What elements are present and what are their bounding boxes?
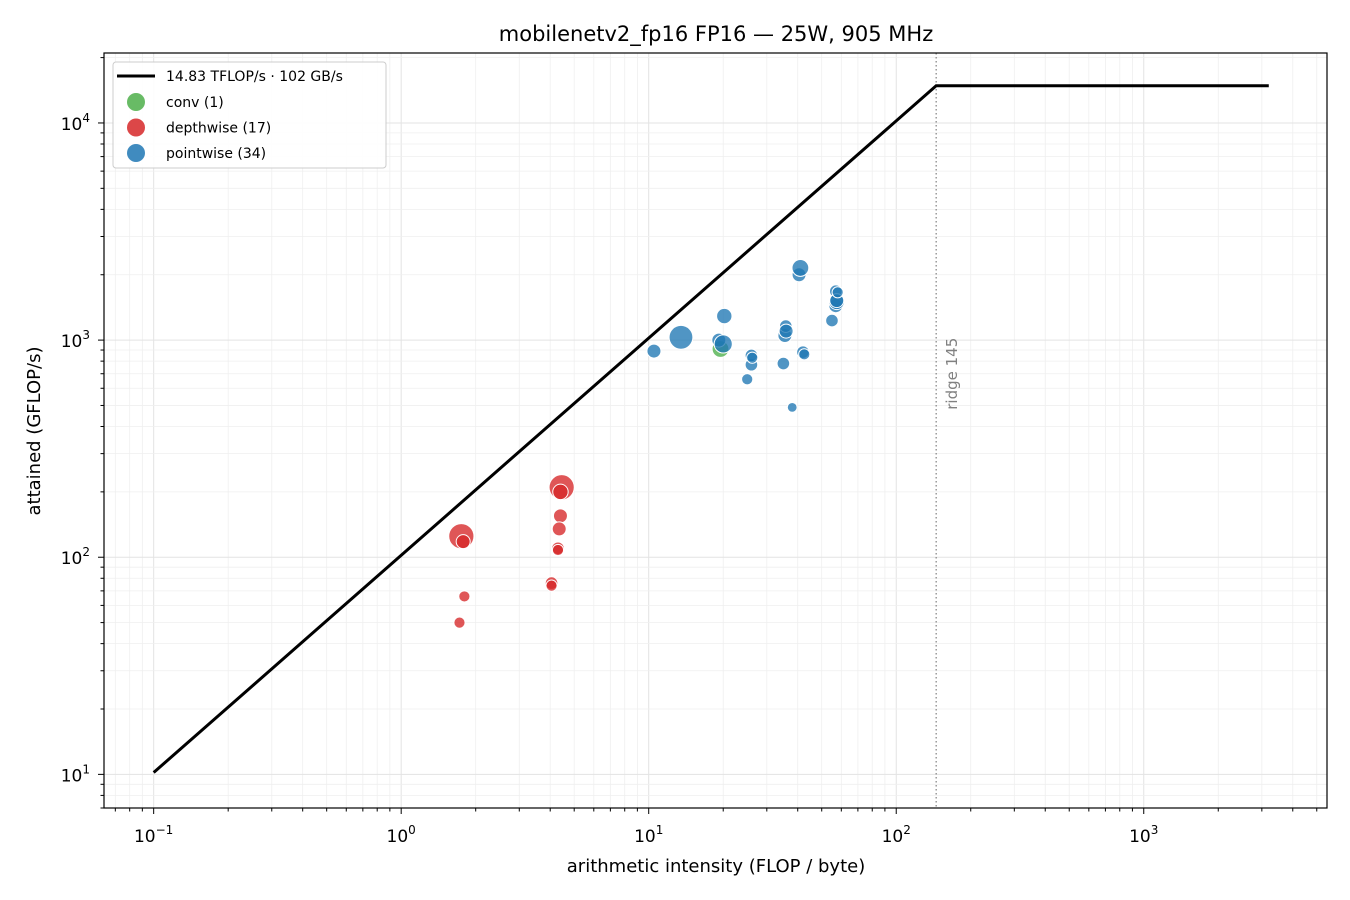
data-point xyxy=(831,286,844,299)
axis-ticks: 10−1 100 101 102 103 101 102 103 104 xyxy=(61,57,1318,847)
data-point xyxy=(552,508,568,524)
legend-label: conv (1) xyxy=(166,95,224,111)
data-point xyxy=(746,351,759,364)
legend-swatch xyxy=(127,93,145,111)
legend-swatch xyxy=(127,144,145,162)
grid xyxy=(104,53,1327,809)
x-tick-label: 102 xyxy=(882,823,911,847)
ridge-label: ridge 145 xyxy=(943,338,961,410)
legend-label: pointwise (34) xyxy=(166,146,266,162)
data-point xyxy=(646,343,662,359)
data-points xyxy=(448,259,845,629)
legend-label: depthwise (17) xyxy=(166,121,271,137)
data-point xyxy=(791,259,810,277)
legend-roofline-label: 14.83 TFLOP/s · 102 GB/s xyxy=(166,69,343,85)
data-point xyxy=(458,590,471,603)
data-point xyxy=(776,356,791,371)
roofline xyxy=(152,84,1269,774)
data-point xyxy=(716,307,733,325)
data-point xyxy=(741,373,754,386)
x-tick-label: 101 xyxy=(634,823,663,847)
data-point xyxy=(551,521,567,537)
legend: 14.83 TFLOP/s · 102 GB/s conv (1) depthwis… xyxy=(112,61,387,169)
data-point xyxy=(545,579,558,592)
data-point xyxy=(551,543,565,557)
y-axis-label: attained (GFLOP/s) xyxy=(24,346,45,515)
y-tick-label: 103 xyxy=(61,328,90,352)
ridge-marker: ridge 145 xyxy=(935,53,961,808)
y-tick-label: 102 xyxy=(61,545,90,569)
y-tick-label: 104 xyxy=(61,111,90,135)
x-axis-label: arithmetic intensity (FLOP / byte) xyxy=(567,856,865,877)
x-tick-label: 103 xyxy=(1129,823,1158,847)
data-point xyxy=(713,334,733,354)
plot-frame xyxy=(103,52,1328,809)
chart-title: mobilenetv2_fp16 FP16 — 25W, 905 MHz xyxy=(499,22,933,47)
data-point xyxy=(798,348,811,361)
data-point xyxy=(453,616,466,629)
x-tick-label: 10−1 xyxy=(134,823,173,847)
y-tick-label: 101 xyxy=(61,762,90,786)
legend-swatch xyxy=(127,118,145,137)
legend-box xyxy=(112,61,387,169)
data-point xyxy=(455,534,471,550)
data-point xyxy=(552,483,569,501)
data-point xyxy=(668,324,694,350)
data-point xyxy=(786,401,798,413)
data-point xyxy=(778,323,794,339)
x-tick-label: 100 xyxy=(387,823,416,847)
roofline-line xyxy=(152,84,1269,774)
data-point xyxy=(825,313,839,328)
